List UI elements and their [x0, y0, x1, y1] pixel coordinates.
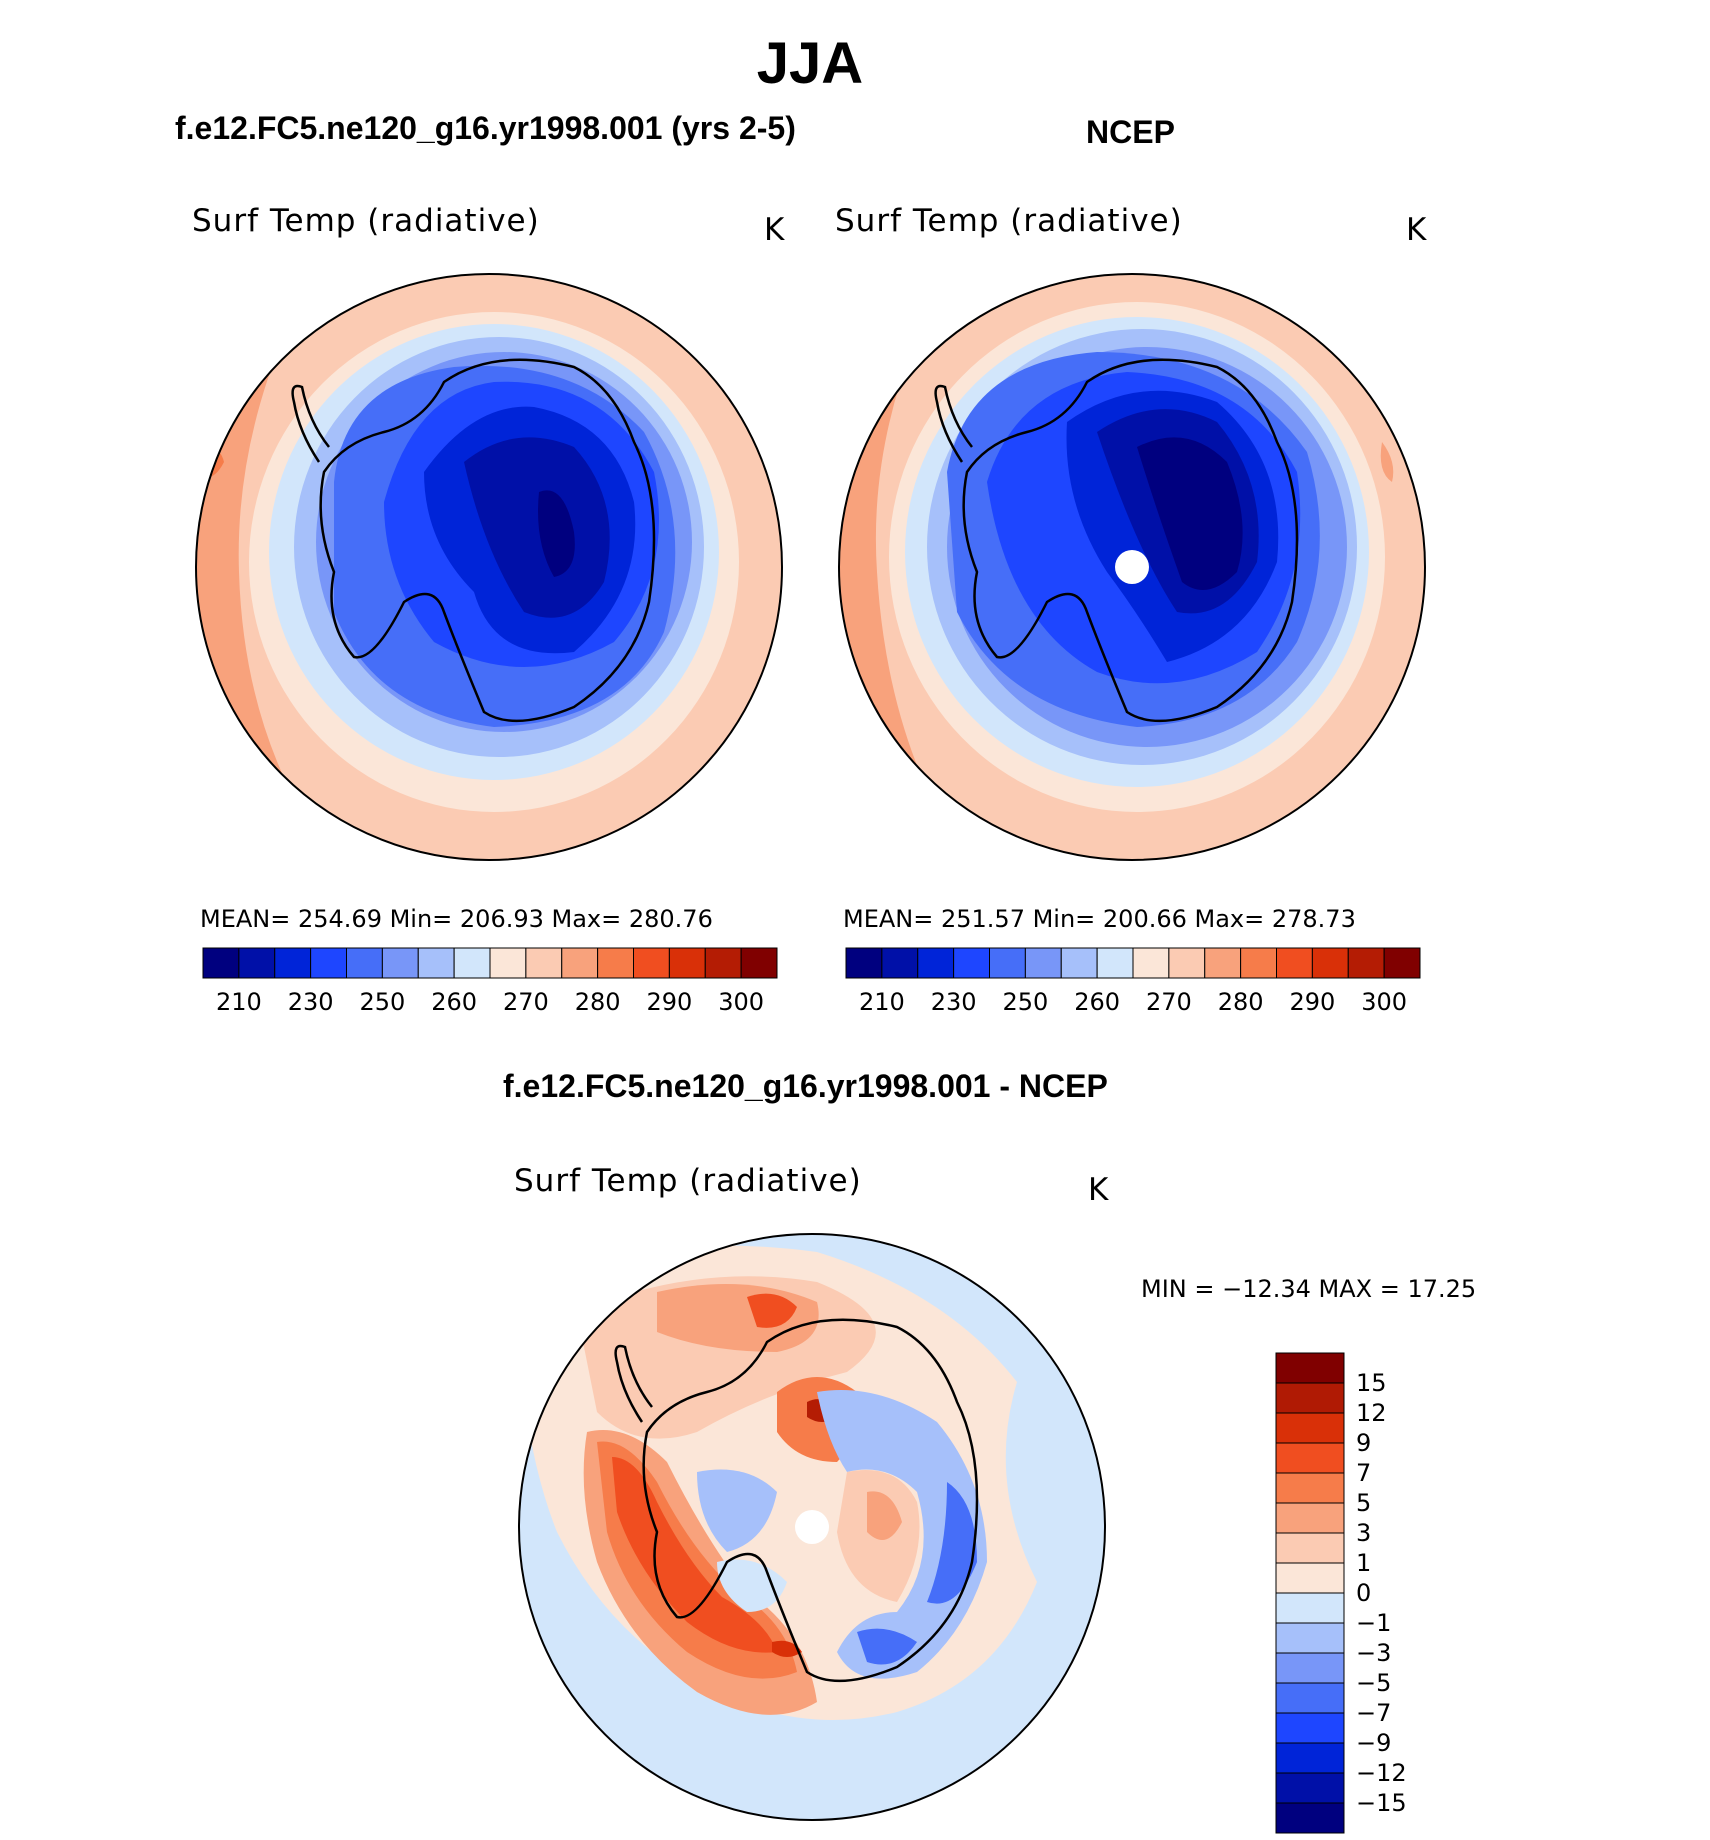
diff-colorbar-label: −3 [1356, 1639, 1392, 1667]
diff-colorbar-label: 0 [1356, 1579, 1372, 1607]
obs-colorbar-box [953, 947, 990, 979]
model-colorbar-label: 290 [646, 988, 693, 1016]
model-polar-map [195, 273, 783, 861]
model-colorbar-label: 280 [574, 988, 621, 1016]
diff-colorbar-label: −5 [1356, 1669, 1392, 1697]
model-colorbar-box [238, 947, 276, 979]
obs-colorbar-box [1024, 947, 1062, 979]
model-stats: MEAN= 254.69 Min= 206.93 Max= 280.76 [200, 905, 713, 933]
obs-case-title: NCEP [1086, 114, 1175, 150]
diff-colorbar-label: −9 [1356, 1729, 1392, 1757]
model-colorbar-box [310, 947, 347, 979]
diff-colorbar-label: 5 [1356, 1489, 1372, 1517]
obs-colorbar-label: 250 [1002, 988, 1049, 1016]
diff-colorbar-box [1275, 1382, 1345, 1414]
diff-colorbar-label: 7 [1356, 1459, 1372, 1487]
obs-colorbar-label: 210 [858, 988, 905, 1016]
diff-colorbar-label: 1 [1356, 1549, 1372, 1577]
obs-colorbar-box [1347, 947, 1385, 979]
model-colorbar-box [561, 947, 599, 979]
model-colorbar-box [346, 947, 383, 979]
obs-colorbar-box [1276, 947, 1313, 979]
diff-colorbar-box [1275, 1742, 1345, 1774]
diff-colorbar-box [1275, 1652, 1345, 1684]
diff-colorbar-box [1275, 1622, 1345, 1654]
diff-colorbar-box [1275, 1442, 1345, 1474]
obs-colorbar-box [917, 947, 955, 979]
obs-colorbar-label: 300 [1361, 988, 1408, 1016]
obs-colorbar-box [1240, 947, 1277, 979]
diff-colorbar-label: 12 [1356, 1399, 1387, 1427]
diff-colorbar-box [1275, 1502, 1345, 1534]
diff-colorbar-box [1275, 1352, 1345, 1384]
diff-colorbar-box [1275, 1532, 1345, 1564]
obs-colorbar-box [1168, 947, 1206, 979]
obs-colorbar-box [1096, 947, 1134, 979]
model-colorbar [202, 947, 778, 979]
diff-colorbar-label: 9 [1356, 1429, 1372, 1457]
model-colorbar-box [704, 947, 742, 979]
obs-colorbar-label: 290 [1289, 988, 1336, 1016]
obs-colorbar-box [1311, 947, 1349, 979]
model-colorbar-label: 210 [215, 988, 262, 1016]
model-colorbar-label: 270 [502, 988, 549, 1016]
diff-colorbar-box [1275, 1682, 1345, 1714]
diff-colorbar-box [1275, 1802, 1345, 1834]
diff-colorbar-box [1275, 1562, 1345, 1594]
obs-colorbar-box [1060, 947, 1098, 979]
model-colorbar-box [525, 947, 563, 979]
diff-colorbar-box [1275, 1412, 1345, 1444]
obs-colorbar [845, 947, 1421, 979]
model-colorbar-box [740, 947, 778, 979]
obs-colorbar-label: 230 [930, 988, 977, 1016]
obs-colorbar-label: 260 [1074, 988, 1121, 1016]
model-units-label: K [764, 212, 786, 248]
model-colorbar-box [633, 947, 670, 979]
obs-colorbar-box [845, 947, 883, 979]
model-case-title: f.e12.FC5.ne120_g16.yr1998.001 (yrs 2-5) [175, 110, 796, 146]
model-colorbar-label: 300 [718, 988, 765, 1016]
obs-colorbar-box [1132, 947, 1170, 979]
diff-colorbar-box [1275, 1472, 1345, 1504]
obs-colorbar-box [1204, 947, 1242, 979]
diff-units-label: K [1088, 1172, 1110, 1208]
model-colorbar-box [597, 947, 634, 979]
diff-variable-label: Surf Temp (radiative) [514, 1163, 862, 1199]
obs-polar-map [838, 273, 1426, 861]
diff-colorbar-label: −7 [1356, 1699, 1392, 1727]
obs-colorbar-label: 280 [1217, 988, 1264, 1016]
obs-colorbar-box [881, 947, 919, 979]
obs-variable-label: Surf Temp (radiative) [835, 203, 1183, 239]
model-colorbar-label: 260 [431, 988, 478, 1016]
obs-units-label: K [1406, 212, 1428, 248]
diff-colorbar [1275, 1352, 1345, 1834]
model-colorbar-box [274, 947, 312, 979]
obs-colorbar-box [1383, 947, 1421, 979]
diff-colorbar-label: 3 [1356, 1519, 1372, 1547]
model-colorbar-label: 230 [287, 988, 334, 1016]
diff-colorbar-label: −15 [1356, 1789, 1407, 1817]
model-colorbar-box [417, 947, 455, 979]
diff-polar-map [518, 1233, 1106, 1821]
diff-colorbar-label: 15 [1356, 1369, 1387, 1397]
obs-colorbar-label: 270 [1145, 988, 1192, 1016]
model-colorbar-box [453, 947, 491, 979]
diff-colorbar-box [1275, 1592, 1345, 1624]
diff-colorbar-label: −1 [1356, 1609, 1392, 1637]
model-colorbar-box [668, 947, 706, 979]
diff-colorbar-label: −12 [1356, 1759, 1407, 1787]
diff-colorbar-box [1275, 1712, 1345, 1744]
diff-stats: MIN = −12.34 MAX = 17.25 [1141, 1275, 1477, 1303]
model-variable-label: Surf Temp (radiative) [192, 203, 540, 239]
model-colorbar-box [202, 947, 240, 979]
figure-title: JJA [756, 31, 864, 96]
obs-colorbar-box [989, 947, 1026, 979]
model-colorbar-box [489, 947, 527, 979]
model-colorbar-box [381, 947, 419, 979]
model-colorbar-label: 250 [359, 988, 406, 1016]
obs-stats: MEAN= 251.57 Min= 200.66 Max= 278.73 [843, 905, 1356, 933]
diff-colorbar-box [1275, 1772, 1345, 1804]
diff-case-title: f.e12.FC5.ne120_g16.yr1998.001 - NCEP [503, 1068, 1108, 1104]
